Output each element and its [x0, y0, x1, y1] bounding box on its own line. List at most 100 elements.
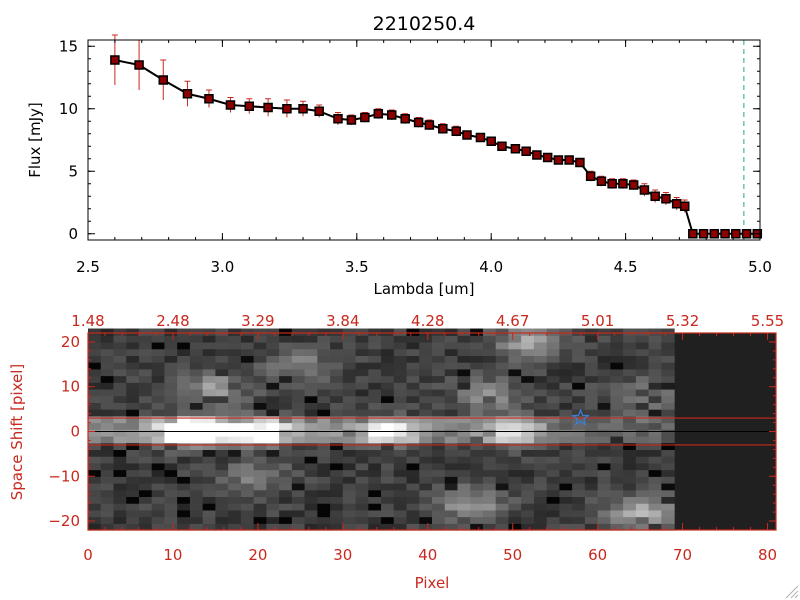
- image-pixel: [533, 523, 548, 531]
- image-pixel: [406, 382, 420, 390]
- image-pixel: [546, 523, 561, 531]
- resize-grip-icon[interactable]: [785, 585, 799, 599]
- image-pixel: [317, 509, 331, 518]
- image-pixel: [100, 368, 115, 377]
- image-pixel: [151, 516, 166, 524]
- image-pixel: [508, 516, 522, 524]
- image-pixel: [317, 368, 331, 377]
- image-pixel: [240, 523, 255, 531]
- image-pixel: [100, 509, 115, 518]
- flux-data-point: [618, 179, 628, 189]
- image-pixel: [559, 388, 573, 397]
- image-pixel: [138, 375, 153, 383]
- image-pixel: [546, 509, 561, 518]
- image-pixel: [610, 355, 624, 363]
- image-pixel: [355, 449, 369, 457]
- image-pixel: [533, 382, 548, 390]
- image-pixel: [342, 355, 357, 363]
- image-pixel: [253, 362, 267, 370]
- image-pixel: [266, 415, 280, 424]
- image-pixel: [317, 409, 331, 417]
- flux-data-point: [639, 185, 650, 195]
- image-pixel: [342, 388, 357, 397]
- flux-data-point: [182, 89, 193, 99]
- image-pixel: [253, 469, 267, 477]
- image-pixel: [559, 469, 573, 477]
- image-pixel: [202, 375, 217, 383]
- image-pixel: [330, 368, 344, 377]
- image-pixel: [533, 449, 548, 457]
- image-pixel: [215, 395, 229, 403]
- image-pixel: [521, 355, 535, 363]
- image-pixel: [291, 409, 306, 417]
- image-pixel: [330, 348, 344, 356]
- image-pixel: [266, 395, 280, 403]
- image-pixel: [202, 449, 217, 457]
- image-pixel: [457, 409, 471, 417]
- image-pixel: [648, 509, 662, 518]
- image-pixel: [470, 429, 484, 437]
- image-pixel: [215, 348, 229, 356]
- image-pixel: [457, 429, 471, 437]
- image-pixel: [470, 382, 484, 390]
- image-pixel: [432, 335, 446, 343]
- image-pixel: [189, 429, 204, 437]
- image-pixel: [202, 482, 217, 491]
- image-pixel: [470, 395, 484, 403]
- image-pixel: [648, 442, 662, 451]
- top-tick-label: 5.32: [666, 312, 699, 330]
- image-pixel: [177, 429, 191, 437]
- image-pixel: [546, 456, 561, 464]
- image-pixel: [304, 355, 318, 363]
- image-pixel: [661, 469, 675, 477]
- image-pixel: [355, 328, 369, 336]
- image-pixel: [100, 442, 115, 451]
- image-pixel: [584, 409, 599, 417]
- spectrum-marks: [110, 34, 763, 240]
- image-pixel: [317, 388, 331, 397]
- image-pixel: [635, 368, 650, 377]
- image-pixel: [88, 509, 102, 518]
- image-pixel: [240, 503, 255, 511]
- image-pixel: [240, 449, 255, 457]
- image-pixel: [138, 489, 153, 498]
- image-pixel: [253, 375, 267, 383]
- image-pixel: [495, 435, 510, 444]
- image-pixel: [240, 341, 255, 350]
- image-pixel: [610, 456, 624, 464]
- image-pixel: [508, 449, 522, 457]
- image-pixel: [100, 415, 115, 424]
- image-pixel: [482, 355, 497, 363]
- image-pixel: [623, 489, 637, 498]
- image-pixel: [202, 402, 217, 410]
- image-pixel: [189, 368, 204, 377]
- spectrum-title: 2210250.4: [373, 13, 476, 35]
- image-pixel: [88, 328, 102, 336]
- image-pixel: [419, 402, 433, 410]
- image-pixel: [381, 375, 395, 383]
- image-pixel: [648, 476, 662, 484]
- image-pixel: [177, 409, 191, 417]
- image-pixel: [406, 442, 420, 451]
- image-pixel: [457, 449, 471, 457]
- image-pixel: [572, 449, 586, 457]
- x-tick-label: 2.5: [76, 258, 100, 276]
- image-pixel: [419, 442, 433, 451]
- image-pixel: [228, 388, 242, 397]
- image-pixel: [266, 368, 280, 377]
- image-pixel: [623, 402, 637, 410]
- image-pixel: [648, 409, 662, 417]
- image-pixel: [355, 335, 369, 343]
- image-pixel: [482, 482, 497, 491]
- image-pixel: [126, 335, 140, 343]
- flux-data-point: [373, 109, 384, 119]
- image-pixel: [304, 442, 318, 451]
- image-pixel: [215, 335, 229, 343]
- image-pixel: [661, 415, 675, 424]
- image-pixel: [355, 348, 369, 356]
- image-pixel: [253, 388, 267, 397]
- image-pixel: [623, 523, 637, 531]
- image-pixel: [546, 341, 561, 350]
- image-pixel: [202, 489, 217, 498]
- image-pixel: [419, 435, 433, 444]
